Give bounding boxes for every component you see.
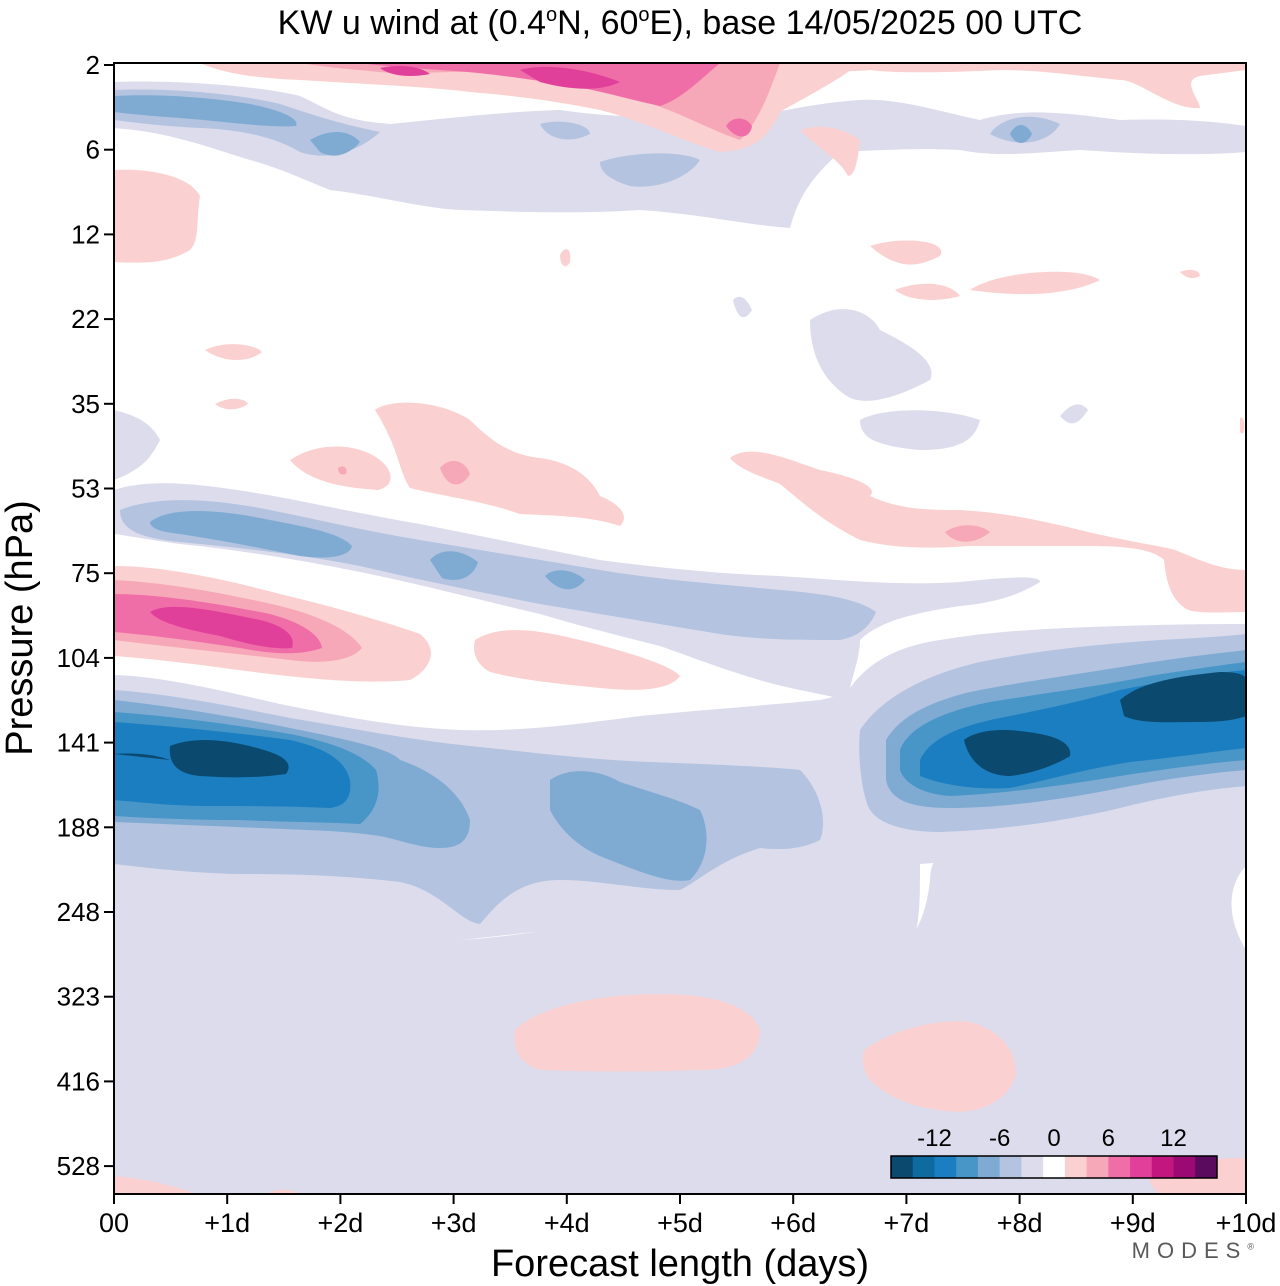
x-tick-label: +1d [204,1208,250,1238]
colorbar-swatch [977,1156,1001,1178]
colorbar-tick-label: -6 [989,1125,1010,1152]
x-tick-label: +10d [1216,1208,1277,1238]
y-tick-label: 104 [57,643,100,673]
y-tick-label: 35 [71,389,100,419]
contour-neg-level-3 [114,95,1032,156]
contour-pos-level-4-low [150,606,293,649]
x-tick-label: +7d [883,1208,929,1238]
brand-name: MODES [1131,1238,1248,1263]
colorbar-frame [890,1155,1218,1179]
colorbar-swatch [1064,1156,1088,1178]
contour-fills [114,63,1246,1194]
y-tick-label: 2 [86,50,100,80]
y-tick-label: 75 [71,558,100,588]
y-tick-label: 323 [57,982,100,1012]
brand-mark: ® [1247,1241,1254,1252]
x-tick-label: +8d [997,1208,1043,1238]
x-tick-label: +2d [317,1208,363,1238]
chart-title: KW u wind at (0.4oN, 60oE), base 14/05/2… [278,4,1083,42]
colorbar-swatch [891,1156,914,1178]
x-tick-label: +6d [770,1208,816,1238]
colorbar-swatch [1173,1156,1196,1178]
colorbar-swatch [1195,1156,1218,1178]
contour-pos-level-4 [380,66,620,89]
colorbar-swatch [1043,1156,1066,1178]
x-tick-label: +5d [657,1208,703,1238]
y-tick-label: 248 [57,897,100,927]
x-tick-label: 00 [99,1208,129,1238]
y-tick-label: 416 [57,1066,100,1096]
y-tick-label: 188 [57,812,100,842]
x-tick-label: +9d [1110,1208,1156,1238]
colorbar: -12 -6 0 6 12 [890,1125,1218,1179]
y-tick-label: 53 [71,474,100,504]
y-axis-label: Pressure (hPa) [0,500,41,756]
colorbar-swatch [1130,1156,1153,1178]
x-axis: 00 +1d +2d +3d +4d +5d +6d +7d +8d +9d +10d [99,1194,1276,1238]
colorbar-swatch [1151,1156,1175,1178]
colorbar-tick-label: 12 [1160,1125,1187,1152]
brand-logo: MODES® [1132,1238,1254,1264]
contour-pos-level-3 [360,63,752,137]
colorbar-swatch [934,1156,957,1178]
x-tick-label: +3d [431,1208,477,1238]
colorbar-swatch [1086,1156,1109,1178]
title-mid: N, 60 [557,4,638,42]
title-prefix: KW u wind at (0.4 [278,4,546,42]
title-suffix: E), base 14/05/2025 00 UTC [650,4,1083,42]
y-tick-label: 141 [57,728,100,758]
colorbar-swatch [956,1156,979,1178]
contour-neg-level-5-trop [114,670,1246,808]
y-tick-label: 528 [57,1151,100,1181]
contour-neg-level-3-mid [150,511,585,590]
y-axis: 2 6 12 22 35 53 75 104 141 188 248 323 416 528 [57,50,114,1181]
colorbar-tick-label: 0 [1047,1125,1060,1152]
contour-neg-small-1 [114,296,1088,480]
contour-pos-level-1-trop [114,994,1246,1194]
y-tick-label: 6 [86,135,100,165]
contour-neg-level-3-trop [114,650,1246,881]
colorbar-tick-label: -12 [917,1125,952,1152]
colorbar-swatch [999,1156,1022,1178]
contour-pos-small-1 [205,240,1200,410]
contour-neg-level-6-trop [114,672,1246,778]
x-axis-label: Forecast length (days) [491,1243,869,1285]
colorbar-swatch [1108,1156,1131,1178]
colorbar-swatch [1021,1156,1044,1178]
colorbar-tick-label: 6 [1102,1125,1115,1152]
title-degree-1: o [546,4,557,26]
y-tick-label: 22 [71,304,100,334]
contour-neg-small-2 [1100,890,1152,964]
x-tick-label: +4d [544,1208,590,1238]
colorbar-swatch [912,1156,935,1178]
contour-pos-level-1-mid [290,402,1246,613]
y-tick-label: 12 [71,219,100,249]
title-degree-2: o [638,4,649,26]
